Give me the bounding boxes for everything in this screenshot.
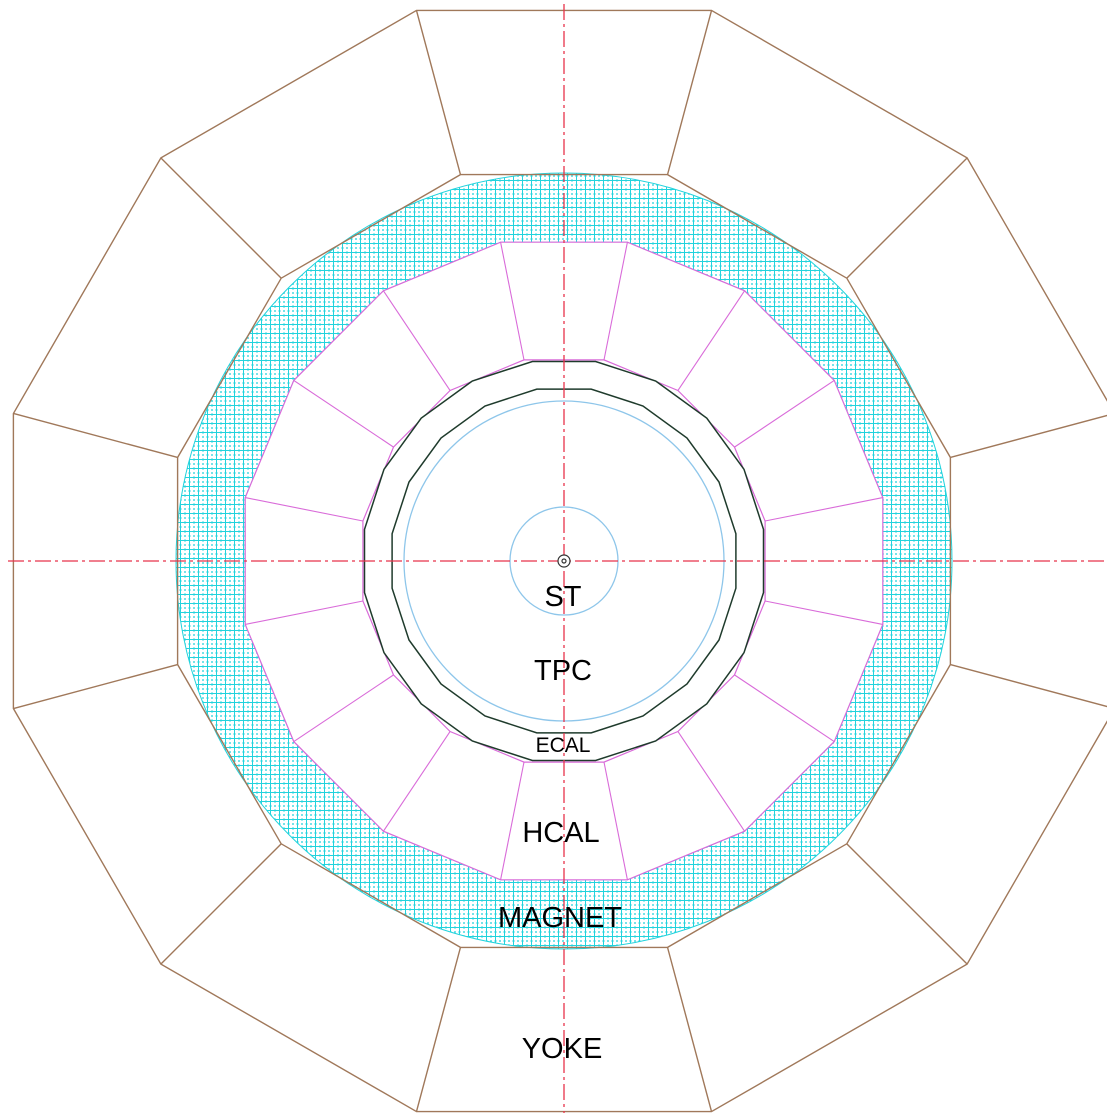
hcal-segment-divider (293, 674, 394, 743)
hcal-segment-divider (382, 290, 451, 391)
yoke-inner-boundary (176, 173, 952, 949)
yoke-segment-divider (666, 947, 713, 1112)
yoke-segment-divider (160, 843, 282, 965)
hcal-segment-divider (382, 731, 451, 832)
hcal-segment-divider (677, 731, 746, 832)
beam-pipe-outer (557, 554, 571, 568)
yoke-segment-divider (950, 414, 1107, 459)
hcal-segment-divider (734, 674, 835, 743)
yoke-segment-divider (13, 663, 178, 710)
magnet-label: MAGNET (498, 902, 622, 934)
hcal-segment-divider (764, 600, 883, 625)
hcal-segment-divider (293, 379, 394, 448)
hcal-segment-divider (734, 379, 835, 448)
yoke-outer-boundary (12, 9, 1107, 1113)
ecal-label: ECAL (536, 734, 591, 757)
tpc-label: TPC (534, 655, 592, 687)
hcal-segment-divider (764, 497, 883, 522)
hcal-segment-divider (245, 497, 364, 522)
yoke-segment-divider (415, 947, 462, 1112)
hcal-segment-divider (500, 242, 525, 361)
hcal-label: HCAL (522, 817, 599, 849)
yoke-segment-divider (160, 157, 282, 279)
yoke-segment-divider (13, 412, 178, 459)
beam-pipe-inner (561, 558, 567, 564)
st-label: ST (544, 581, 581, 613)
hcal-segment-divider (500, 761, 525, 880)
yoke-segment-divider (666, 10, 713, 175)
yoke-segment-divider (846, 157, 968, 279)
hcal-segment-divider (603, 761, 628, 880)
hcal-segment-divider (603, 242, 628, 361)
yoke-segment-divider (846, 843, 968, 965)
hcal-segment-divider (245, 600, 364, 625)
yoke-segment-divider (415, 10, 462, 175)
yoke-label: YOKE (522, 1033, 603, 1065)
yoke-segments (13, 10, 1107, 1112)
hcal-segment-divider (677, 290, 746, 391)
hcal-segments (245, 242, 883, 880)
yoke-segment-divider (950, 663, 1107, 708)
